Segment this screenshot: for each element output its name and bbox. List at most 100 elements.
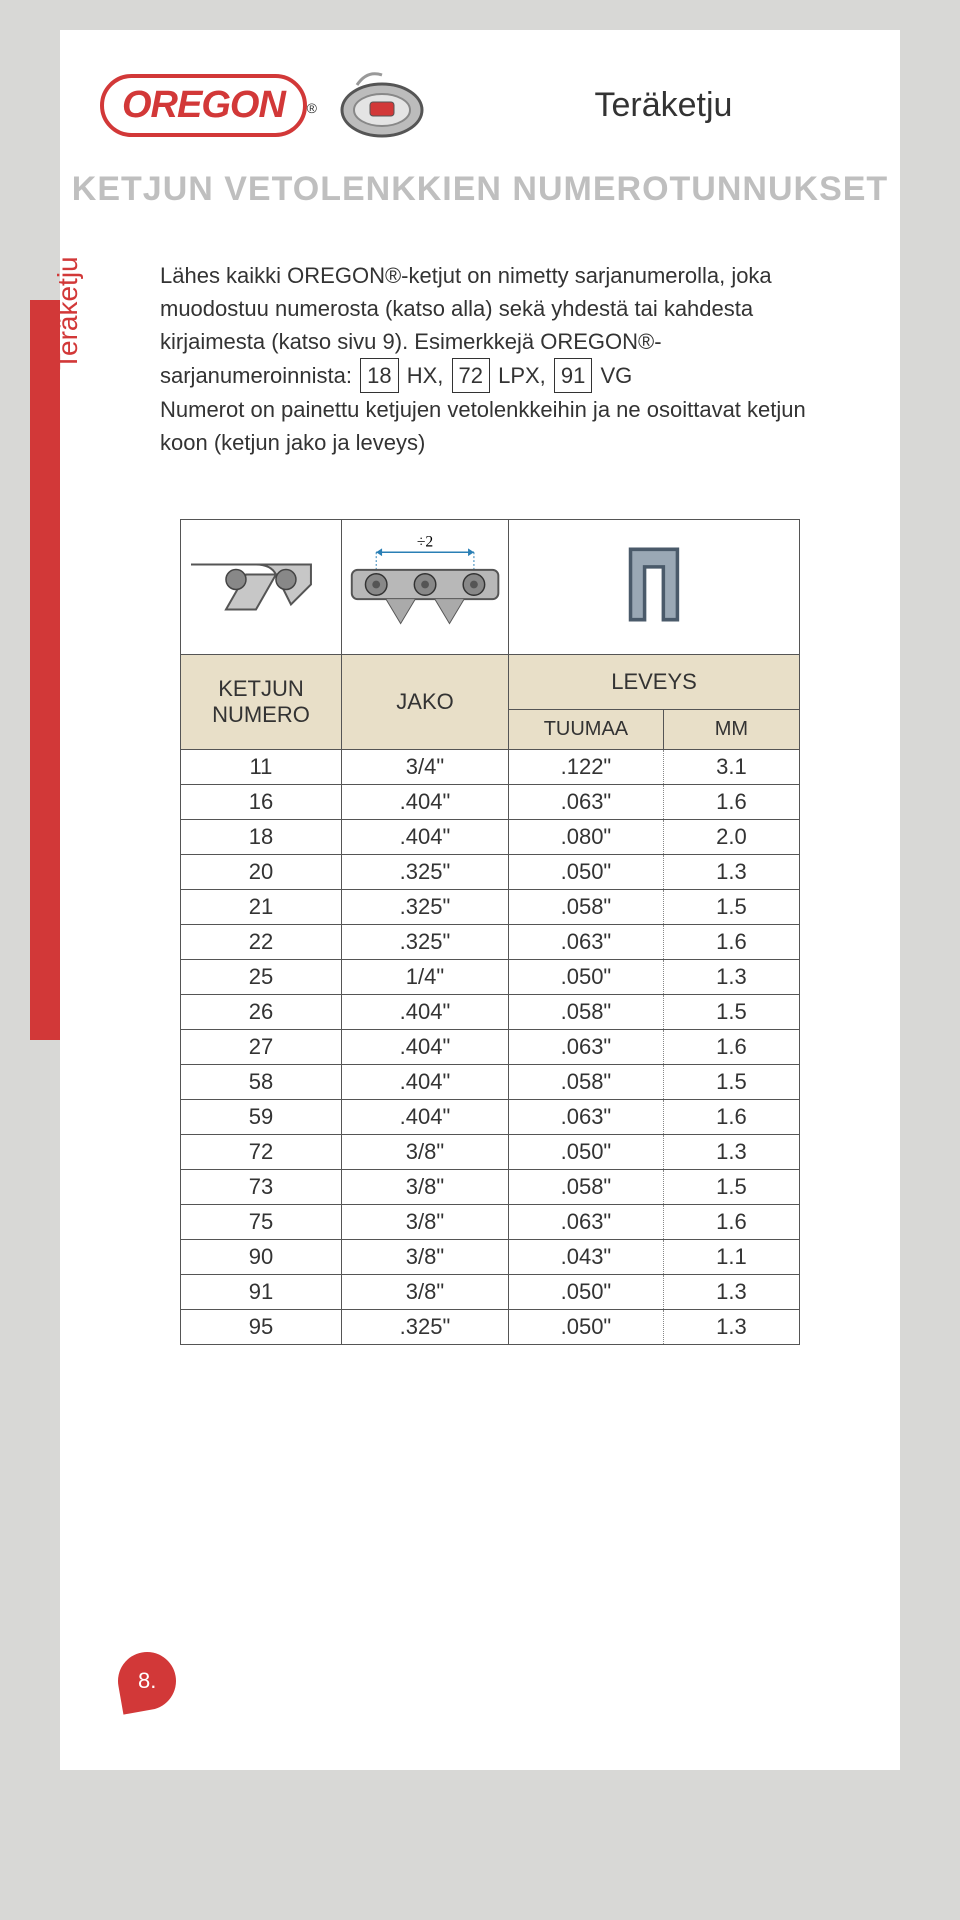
pitch-icon-cell: ÷2 xyxy=(341,520,508,655)
pitch-div2-label: ÷2 xyxy=(417,533,433,550)
cell-gauge-mm: 1.3 xyxy=(663,1135,799,1170)
table-row: 913/8".050"1.3 xyxy=(181,1275,800,1310)
oregon-logo: OREGON ® xyxy=(100,74,307,137)
cell-pitch: .404" xyxy=(341,820,508,855)
cell-gauge-mm: 1.5 xyxy=(663,1065,799,1100)
cell-gauge-mm: 1.6 xyxy=(663,1100,799,1135)
cell-pitch: .404" xyxy=(341,1100,508,1135)
header-ketjun-numero: KETJUNNUMERO xyxy=(181,655,342,750)
table-row: 22.325".063"1.6 xyxy=(181,925,800,960)
page-header: OREGON ® Teräketju xyxy=(60,30,900,160)
table-row: 16.404".063"1.6 xyxy=(181,785,800,820)
cell-pitch: 1/4" xyxy=(341,960,508,995)
cell-gauge-mm: 1.6 xyxy=(663,1205,799,1240)
cell-gauge-mm: 1.6 xyxy=(663,785,799,820)
cell-gauge-inch: .063" xyxy=(509,785,664,820)
cell-number: 90 xyxy=(181,1240,342,1275)
table-row: 26.404".058"1.5 xyxy=(181,995,800,1030)
table-row: 27.404".063"1.6 xyxy=(181,1030,800,1065)
cell-gauge-inch: .050" xyxy=(509,1275,664,1310)
cell-gauge-inch: .050" xyxy=(509,960,664,995)
cell-number: 18 xyxy=(181,820,342,855)
cell-gauge-inch: .063" xyxy=(509,1030,664,1065)
code-box-91: 91 xyxy=(554,358,592,393)
cell-gauge-inch: .058" xyxy=(509,890,664,925)
cell-number: 73 xyxy=(181,1170,342,1205)
subheader-mm: MM xyxy=(663,710,799,750)
header-jako: JAKO xyxy=(341,655,508,750)
table-row: 21.325".058"1.5 xyxy=(181,890,800,925)
drive-link-icon-cell xyxy=(181,520,342,655)
cell-gauge-mm: 1.5 xyxy=(663,1170,799,1205)
cell-gauge-mm: 1.3 xyxy=(663,1310,799,1345)
cell-number: 95 xyxy=(181,1310,342,1345)
table-row: 18.404".080"2.0 xyxy=(181,820,800,855)
table-row: 723/8".050"1.3 xyxy=(181,1135,800,1170)
cell-number: 21 xyxy=(181,890,342,925)
cell-gauge-mm: 1.6 xyxy=(663,1030,799,1065)
cell-number: 16 xyxy=(181,785,342,820)
cell-gauge-inch: .063" xyxy=(509,1205,664,1240)
cell-pitch: .325" xyxy=(341,855,508,890)
cell-gauge-inch: .050" xyxy=(509,855,664,890)
cell-gauge-mm: 1.5 xyxy=(663,995,799,1030)
subheader-tuumaa: TUUMAA xyxy=(509,710,664,750)
cell-pitch: .404" xyxy=(341,1030,508,1065)
cell-number: 91 xyxy=(181,1275,342,1310)
table-row: 113/4".122"3.1 xyxy=(181,750,800,785)
code-box-72: 72 xyxy=(452,358,490,393)
cell-gauge-inch: .063" xyxy=(509,1100,664,1135)
page-subtitle: KETJUN VETOLENKKIEN NUMEROTUNNUKSET xyxy=(60,170,900,209)
table-row: 59.404".063"1.6 xyxy=(181,1100,800,1135)
cell-gauge-mm: 2.0 xyxy=(663,820,799,855)
page-number: 8. xyxy=(138,1668,156,1694)
cell-gauge-mm: 1.1 xyxy=(663,1240,799,1275)
table-row: 95.325".050"1.3 xyxy=(181,1310,800,1345)
chain-product-icon xyxy=(327,60,437,150)
table-image-row: ÷2 xyxy=(181,520,800,655)
cell-gauge-inch: .080" xyxy=(509,820,664,855)
cell-pitch: 3/8" xyxy=(341,1275,508,1310)
cell-number: 27 xyxy=(181,1030,342,1065)
cell-gauge-mm: 1.6 xyxy=(663,925,799,960)
cell-pitch: .404" xyxy=(341,785,508,820)
cell-gauge-inch: .050" xyxy=(509,1310,664,1345)
cell-number: 11 xyxy=(181,750,342,785)
intro-mid1: HX, xyxy=(401,363,450,388)
table-row: 733/8".058"1.5 xyxy=(181,1170,800,1205)
sidebar-label: Teräketju xyxy=(52,256,84,370)
cell-gauge-inch: .043" xyxy=(509,1240,664,1275)
page-number-badge: 8. xyxy=(113,1647,180,1714)
cell-gauge-mm: 3.1 xyxy=(663,750,799,785)
cell-number: 58 xyxy=(181,1065,342,1100)
sidebar-accent-bar xyxy=(30,300,60,1040)
cell-pitch: 3/4" xyxy=(341,750,508,785)
intro-mid2: LPX, xyxy=(492,363,552,388)
cell-number: 26 xyxy=(181,995,342,1030)
cell-gauge-inch: .050" xyxy=(509,1135,664,1170)
cell-number: 75 xyxy=(181,1205,342,1240)
spec-table: ÷2 xyxy=(180,519,800,1345)
table-header-row: KETJUNNUMERO JAKO LEVEYS xyxy=(181,655,800,710)
cell-gauge-inch: .063" xyxy=(509,925,664,960)
page-container: Teräketju OREGON ® Teräketju KETJUN VETO… xyxy=(60,30,900,1770)
cell-pitch: 3/8" xyxy=(341,1170,508,1205)
cell-pitch: .325" xyxy=(341,1310,508,1345)
registered-icon: ® xyxy=(307,100,317,116)
cell-gauge-inch: .058" xyxy=(509,995,664,1030)
cell-number: 25 xyxy=(181,960,342,995)
table-row: 20.325".050"1.3 xyxy=(181,855,800,890)
code-box-18: 18 xyxy=(360,358,398,393)
page-title: Teräketju xyxy=(467,86,860,125)
cell-pitch: .404" xyxy=(341,1065,508,1100)
cell-gauge-mm: 1.5 xyxy=(663,890,799,925)
table-row: 58.404".058"1.5 xyxy=(181,1065,800,1100)
cell-pitch: .325" xyxy=(341,925,508,960)
cell-pitch: 3/8" xyxy=(341,1205,508,1240)
cell-gauge-mm: 1.3 xyxy=(663,855,799,890)
table-row: 251/4".050"1.3 xyxy=(181,960,800,995)
cell-number: 59 xyxy=(181,1100,342,1135)
intro-part2: Numerot on painettu ketjujen vetolenkkei… xyxy=(160,397,806,455)
cell-pitch: .325" xyxy=(341,890,508,925)
intro-text: Lähes kaikki OREGON®-ketjut on nimetty s… xyxy=(60,209,900,499)
